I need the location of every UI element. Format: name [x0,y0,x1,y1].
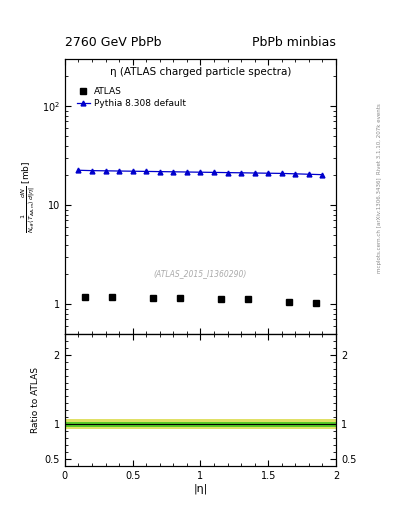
ATLAS [313,300,318,306]
ATLAS [110,294,115,300]
Text: 2760 GeV PbPb: 2760 GeV PbPb [65,36,162,49]
Pythia 8.308 default [103,168,108,174]
ATLAS [286,298,291,305]
X-axis label: |η|: |η| [193,483,208,494]
Text: (ATLAS_2015_I1360290): (ATLAS_2015_I1360290) [154,269,247,278]
Pythia 8.308 default [171,169,176,175]
Pythia 8.308 default [198,169,203,175]
Text: PbPb minbias: PbPb minbias [252,36,336,49]
Pythia 8.308 default [185,169,189,175]
Text: Rivet 3.1.10, 207k events: Rivet 3.1.10, 207k events [377,103,382,174]
ATLAS [246,296,250,302]
Y-axis label: $\frac{1}{N_{\mathrm{eff}}\langle T_{AA,m}\rangle}\frac{dN}{d|\eta|}$ [mb]: $\frac{1}{N_{\mathrm{eff}}\langle T_{AA,… [20,160,38,232]
Pythia 8.308 default [279,170,284,177]
Pythia 8.308 default [225,169,230,176]
ATLAS [219,296,223,302]
Pythia 8.308 default [130,168,135,174]
Pythia 8.308 default [307,171,311,177]
Pythia 8.308 default [157,168,162,175]
Pythia 8.308 default [266,170,270,176]
Pythia 8.308 default [293,171,298,177]
Text: η (ATLAS charged particle spectra): η (ATLAS charged particle spectra) [110,67,291,77]
Line: Pythia 8.308 default: Pythia 8.308 default [76,168,325,177]
ATLAS [178,294,182,301]
Pythia 8.308 default [117,168,121,174]
Y-axis label: Ratio to ATLAS: Ratio to ATLAS [31,367,40,433]
Pythia 8.308 default [320,172,325,178]
Pythia 8.308 default [76,167,81,174]
Pythia 8.308 default [211,169,216,176]
ATLAS [151,294,155,301]
Pythia 8.308 default [239,170,243,176]
Line: ATLAS: ATLAS [83,294,318,306]
Pythia 8.308 default [252,170,257,176]
Legend: ATLAS, Pythia 8.308 default: ATLAS, Pythia 8.308 default [75,86,187,110]
Pythia 8.308 default [90,167,94,174]
Text: mcplots.cern.ch [arXiv:1306.3436]: mcplots.cern.ch [arXiv:1306.3436] [377,178,382,273]
ATLAS [83,294,88,300]
Pythia 8.308 default [144,168,149,175]
